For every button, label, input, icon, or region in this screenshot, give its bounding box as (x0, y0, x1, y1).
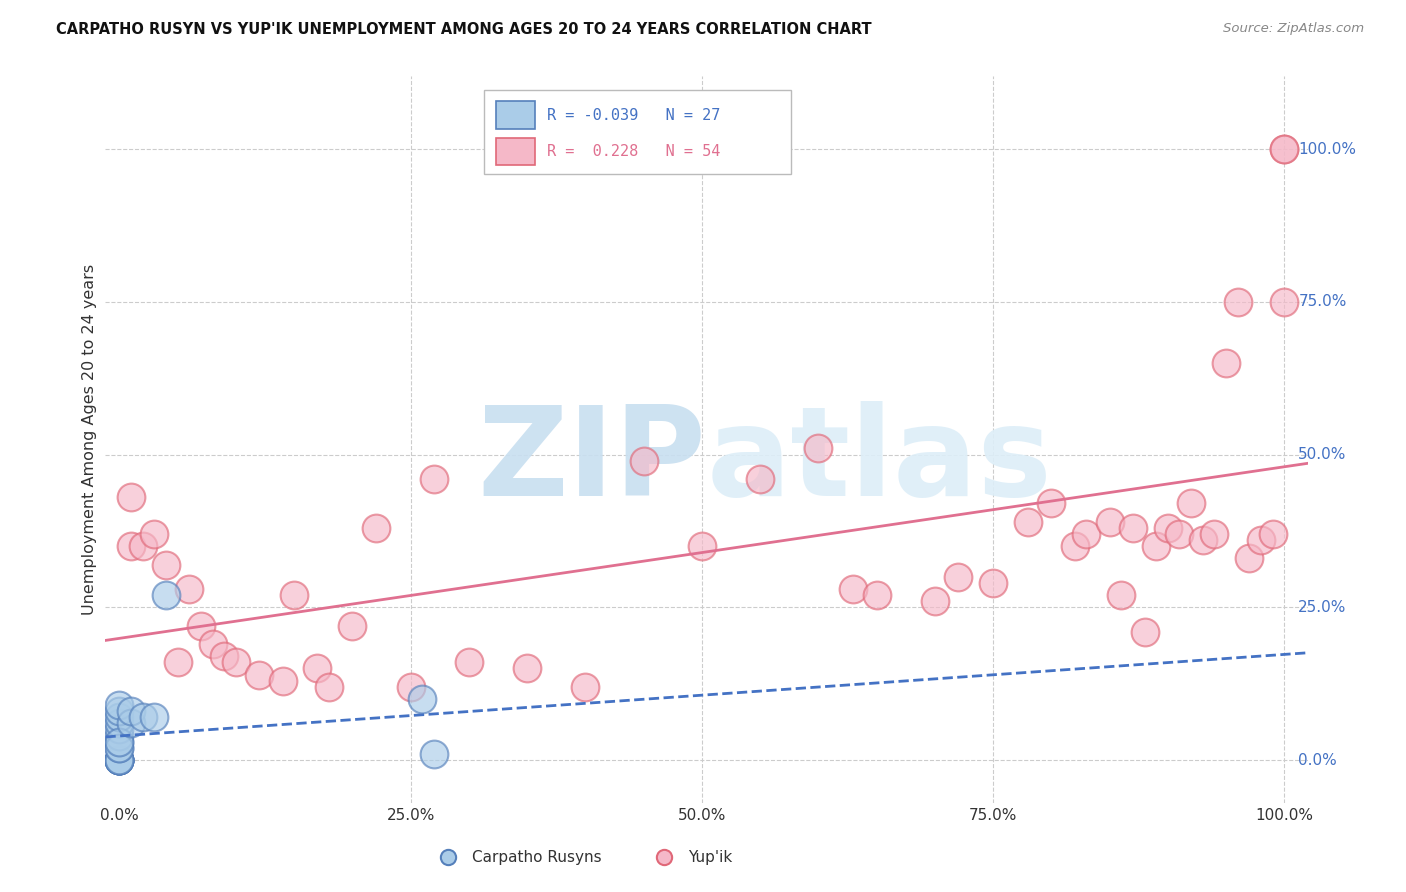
Point (981, 575, 1004, 590)
Y-axis label: Unemployment Among Ages 20 to 24 years: Unemployment Among Ages 20 to 24 years (82, 264, 97, 615)
Point (1226, 294, 1249, 309)
Point (865, 588, 887, 602)
Point (690, 539, 713, 553)
Point (1204, 527, 1226, 541)
Point (120, 716, 142, 731)
Point (807, 442, 830, 456)
FancyBboxPatch shape (496, 137, 534, 165)
Point (574, 680, 596, 694)
Text: 75.0%: 75.0% (1298, 294, 1347, 310)
Point (1191, 533, 1213, 548)
Text: ZIP: ZIP (478, 401, 707, 522)
Point (108, 753, 131, 767)
Point (108, 723, 131, 737)
Point (1063, 539, 1085, 553)
Text: atlas: atlas (707, 401, 1052, 522)
Point (132, 710, 155, 724)
Point (283, 588, 305, 602)
Point (108, 729, 131, 743)
Point (842, 582, 865, 596)
Point (108, 710, 131, 724)
Point (108, 740, 131, 755)
Point (108, 753, 131, 767)
Point (1272, 294, 1295, 309)
Point (108, 753, 131, 767)
Point (108, 753, 131, 767)
Point (1076, 527, 1098, 541)
Text: R = -0.039   N = 27: R = -0.039 N = 27 (547, 108, 720, 122)
Point (1098, 515, 1121, 529)
Point (214, 649, 236, 664)
Point (1261, 527, 1284, 541)
Text: 25.0%: 25.0% (1298, 599, 1347, 615)
Point (1239, 551, 1261, 566)
Text: R =  0.228   N = 54: R = 0.228 N = 54 (547, 144, 720, 159)
Point (108, 735, 131, 749)
Point (108, 704, 131, 718)
Point (1180, 496, 1202, 510)
Text: CARPATHO RUSYN VS YUP'IK UNEMPLOYMENT AMONG AGES 20 TO 24 YEARS CORRELATION CHAR: CARPATHO RUSYN VS YUP'IK UNEMPLOYMENT AM… (56, 22, 872, 37)
Text: 100.0%: 100.0% (1298, 142, 1357, 157)
Point (108, 753, 131, 767)
Text: Yup'ik: Yup'ik (689, 850, 733, 865)
Point (120, 704, 142, 718)
Point (1040, 496, 1063, 510)
Point (1122, 521, 1144, 535)
Point (108, 753, 131, 767)
Point (143, 710, 166, 724)
Point (1250, 533, 1272, 548)
Point (155, 558, 177, 572)
Point (108, 740, 131, 755)
Point (108, 753, 131, 767)
Point (946, 570, 969, 584)
Point (155, 588, 177, 602)
Point (201, 637, 224, 651)
Point (516, 661, 538, 675)
Point (1272, 142, 1295, 156)
Point (120, 539, 142, 553)
Point (1144, 539, 1167, 553)
Point (399, 680, 422, 694)
Point (108, 716, 131, 731)
Point (143, 527, 166, 541)
Point (633, 453, 655, 467)
Point (120, 491, 142, 505)
Point (190, 618, 212, 632)
Point (108, 698, 131, 712)
Point (225, 655, 247, 669)
Point (318, 680, 340, 694)
Point (1215, 356, 1237, 370)
Point (1017, 515, 1039, 529)
Point (132, 539, 155, 553)
Point (307, 661, 329, 675)
Point (108, 753, 131, 767)
Point (342, 618, 364, 632)
Point (108, 753, 131, 767)
Point (423, 747, 446, 761)
Point (457, 655, 479, 669)
Text: 0.0%: 0.0% (1298, 753, 1337, 767)
Point (108, 753, 131, 767)
Text: Carpatho Rusyns: Carpatho Rusyns (472, 850, 602, 865)
Point (1109, 588, 1132, 602)
Point (1168, 527, 1191, 541)
Point (1272, 142, 1295, 156)
Point (166, 655, 188, 669)
Point (924, 594, 946, 608)
Point (1157, 521, 1180, 535)
Text: Source: ZipAtlas.com: Source: ZipAtlas.com (1223, 22, 1364, 36)
Point (179, 582, 201, 596)
Point (247, 667, 270, 681)
Point (271, 673, 294, 688)
Point (749, 472, 772, 486)
FancyBboxPatch shape (484, 90, 790, 174)
Point (364, 521, 387, 535)
FancyBboxPatch shape (496, 102, 534, 128)
Point (108, 735, 131, 749)
Point (411, 692, 433, 706)
Text: 50.0%: 50.0% (1298, 447, 1347, 462)
Point (423, 472, 446, 486)
Point (1133, 624, 1156, 639)
